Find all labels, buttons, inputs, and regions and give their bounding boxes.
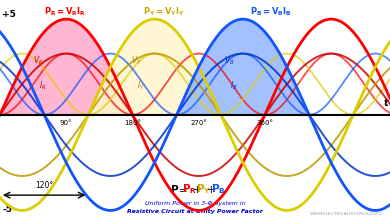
Text: 270°: 270° <box>190 119 207 126</box>
Text: 120°: 120° <box>35 181 53 190</box>
Text: $V_R$: $V_R$ <box>33 55 43 68</box>
Text: $\mathbf{P_{Y} = V_{Y} I_{Y}}$: $\mathbf{P_{Y} = V_{Y} I_{Y}}$ <box>144 6 185 18</box>
Text: $\mathbf{P_B}$: $\mathbf{P_B}$ <box>211 183 226 196</box>
Text: 90°: 90° <box>60 119 73 126</box>
Text: t: t <box>383 98 388 108</box>
Text: $\mathbf{P}$: $\mathbf{P}$ <box>170 183 179 195</box>
Text: +5: +5 <box>2 9 16 18</box>
Text: $\mathbf{P_R}$: $\mathbf{P_R}$ <box>182 183 197 196</box>
Text: $+$: $+$ <box>206 184 216 195</box>
Text: 360°: 360° <box>256 119 273 126</box>
Text: $\mathbf{P_Y}$: $\mathbf{P_Y}$ <box>196 183 211 196</box>
Text: $I_R$: $I_R$ <box>39 80 46 92</box>
Text: Uniform Power in 3-Φ System in: Uniform Power in 3-Φ System in <box>145 201 245 206</box>
Text: 180°: 180° <box>124 119 141 126</box>
Text: Resistive Circuit at Unity Power Factor: Resistive Circuit at Unity Power Factor <box>127 209 263 214</box>
Text: $V_Y$: $V_Y$ <box>131 55 142 68</box>
Text: -5: -5 <box>2 205 12 214</box>
Text: $I_B$: $I_B$ <box>230 80 238 92</box>
Text: $I_Y$: $I_Y$ <box>137 80 145 92</box>
Text: $\mathbf{P_{R} = V_{R} I_{R}}$: $\mathbf{P_{R} = V_{R} I_{R}}$ <box>44 6 86 18</box>
Text: $+$: $+$ <box>191 184 201 195</box>
Text: $\mathbf{P_{B} = V_{B} I_{B}}$: $\mathbf{P_{B} = V_{B} I_{B}}$ <box>250 6 292 18</box>
Text: $V_B$: $V_B$ <box>224 55 235 68</box>
Text: $=$: $=$ <box>176 184 188 194</box>
Text: WWW.ELECTRICALTECHNOLOGY.O: WWW.ELECTRICALTECHNOLOGY.O <box>310 212 383 216</box>
